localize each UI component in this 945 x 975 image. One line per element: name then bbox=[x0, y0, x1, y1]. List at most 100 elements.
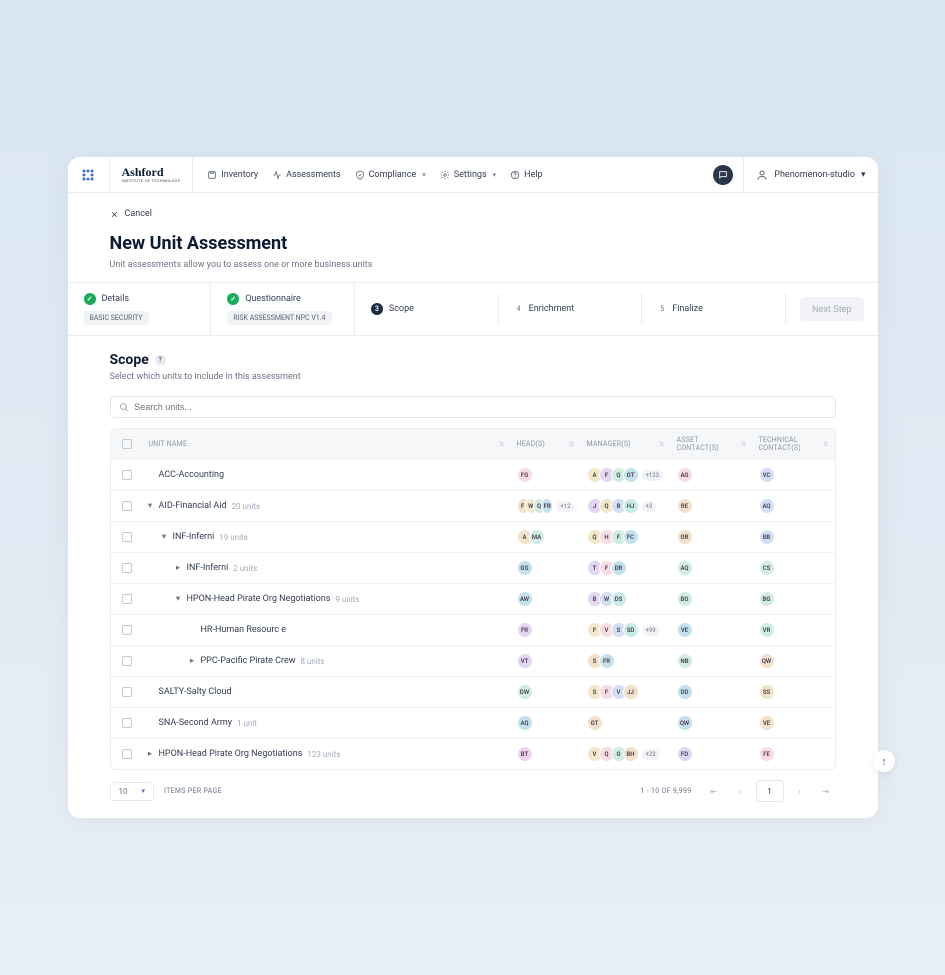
avatar[interactable]: FG bbox=[517, 467, 533, 483]
avatar[interactable]: AW bbox=[517, 591, 533, 607]
user-menu[interactable]: Phenomenon-studio ▾ bbox=[743, 157, 877, 192]
avatar[interactable]: GT bbox=[587, 715, 603, 731]
row-checkbox[interactable] bbox=[111, 463, 143, 487]
avatar[interactable]: BG bbox=[759, 591, 775, 607]
avatar[interactable]: FE bbox=[759, 746, 775, 762]
search-input[interactable] bbox=[134, 402, 826, 412]
page-prev-button[interactable]: ‹ bbox=[730, 781, 750, 801]
scroll-to-top-button[interactable]: ↑ bbox=[873, 750, 895, 772]
more-count-pill[interactable]: +3 bbox=[642, 501, 657, 512]
avatar[interactable]: SD bbox=[623, 622, 639, 638]
avatar[interactable]: RE bbox=[677, 498, 693, 514]
more-count-pill[interactable]: +123 bbox=[642, 470, 664, 481]
row-checkbox[interactable] bbox=[111, 618, 143, 642]
col-managers[interactable]: MANAGER(S)⇅ bbox=[581, 433, 671, 455]
table-row[interactable]: ▾ AID-Financial Aid 20 units FWQFR+12 JQ… bbox=[111, 490, 835, 521]
step-scope[interactable]: 3Scope bbox=[355, 293, 499, 325]
avatar[interactable]: VT bbox=[517, 653, 533, 669]
search-units[interactable] bbox=[110, 396, 836, 418]
avatar[interactable]: BH bbox=[623, 746, 639, 762]
menu-settings[interactable]: Settings ▾ bbox=[440, 170, 496, 180]
avatar[interactable]: FR bbox=[517, 622, 533, 638]
more-count-pill[interactable]: +22 bbox=[642, 749, 660, 760]
avatar[interactable]: AQ bbox=[517, 715, 533, 731]
avatar[interactable]: DD bbox=[677, 684, 693, 700]
col-heads[interactable]: HEAD(S)⇅ bbox=[511, 433, 581, 455]
page-first-button[interactable]: ⇤ bbox=[704, 781, 724, 801]
avatar[interactable]: FR bbox=[599, 653, 615, 669]
select-all-checkbox[interactable] bbox=[111, 432, 143, 456]
items-per-page-select[interactable]: 10 ▾ bbox=[110, 782, 155, 801]
tree-toggle-icon[interactable]: ▸ bbox=[175, 563, 182, 573]
next-step-button[interactable]: Next Step bbox=[800, 297, 864, 321]
col-technical-contacts[interactable]: TECHNICAL CONTACT(S)⇅ bbox=[753, 429, 835, 459]
more-count-pill[interactable]: +99 bbox=[642, 625, 660, 636]
messages-button[interactable] bbox=[713, 165, 733, 185]
avatar[interactable]: VC bbox=[759, 467, 775, 483]
step-enrichment[interactable]: 4Enrichment bbox=[499, 293, 643, 325]
avatar[interactable]: CS bbox=[759, 560, 775, 576]
step-questionnaire[interactable]: ✓Questionnaire RISK ASSESSMENT NPC V1.4 bbox=[211, 283, 355, 335]
page-next-button[interactable]: › bbox=[790, 781, 810, 801]
avatar[interactable]: BT bbox=[517, 746, 533, 762]
menu-assessments[interactable]: Assessments bbox=[272, 170, 340, 180]
avatar[interactable]: HJ bbox=[623, 498, 639, 514]
row-checkbox[interactable] bbox=[111, 649, 143, 673]
avatar[interactable]: DR bbox=[611, 560, 627, 576]
avatar[interactable]: AG bbox=[677, 467, 693, 483]
table-row[interactable]: ▸ PPC-Pacific Pirate Crew 8 units VT SFR… bbox=[111, 645, 835, 676]
table-row[interactable]: ▾ HPON-Head Pirate Org Negotiations 9 un… bbox=[111, 583, 835, 614]
cancel-button[interactable]: Cancel bbox=[110, 209, 836, 219]
avatar[interactable]: AQ bbox=[759, 498, 775, 514]
avatar[interactable]: AQ bbox=[677, 560, 693, 576]
row-checkbox[interactable] bbox=[111, 494, 143, 518]
avatar[interactable]: GG bbox=[517, 560, 533, 576]
row-checkbox[interactable] bbox=[111, 742, 143, 766]
avatar[interactable]: BG bbox=[677, 591, 693, 607]
avatar[interactable]: DW bbox=[517, 684, 533, 700]
avatar[interactable]: JJ bbox=[623, 684, 639, 700]
tree-toggle-icon[interactable]: ▾ bbox=[175, 594, 182, 604]
avatar[interactable]: FD bbox=[677, 746, 693, 762]
row-checkbox[interactable] bbox=[111, 587, 143, 611]
col-unit-name[interactable]: UNIT NAME⇅ bbox=[143, 433, 511, 455]
page-last-button[interactable]: ⇥ bbox=[816, 781, 836, 801]
avatar[interactable]: SS bbox=[759, 684, 775, 700]
more-count-pill[interactable]: +12 bbox=[556, 501, 574, 512]
help-tooltip-icon[interactable]: ? bbox=[155, 355, 166, 366]
avatar[interactable]: QW bbox=[677, 715, 693, 731]
avatar[interactable]: MA bbox=[529, 529, 545, 545]
step-details[interactable]: ✓Details BASIC SECURITY bbox=[68, 283, 212, 335]
app-logo[interactable] bbox=[68, 157, 110, 192]
row-checkbox[interactable] bbox=[111, 525, 143, 549]
avatar[interactable]: DS bbox=[611, 591, 627, 607]
col-asset-contacts[interactable]: ASSET CONTACT(S)⇅ bbox=[671, 429, 753, 459]
row-checkbox[interactable] bbox=[111, 711, 143, 735]
page-current[interactable]: 1 bbox=[756, 780, 784, 802]
table-row[interactable]: SALTY-Salty Cloud DW SFVJJ DD SS bbox=[111, 676, 835, 707]
tree-toggle-icon[interactable]: ▾ bbox=[161, 532, 168, 542]
table-row[interactable]: ▸ INF-Inferni 2 units GG TFDR AQ CS bbox=[111, 552, 835, 583]
avatar[interactable]: BB bbox=[759, 529, 775, 545]
avatar[interactable]: NB bbox=[677, 653, 693, 669]
avatar[interactable]: GR bbox=[677, 529, 693, 545]
avatar[interactable]: FR bbox=[541, 498, 553, 514]
avatar[interactable]: GT bbox=[623, 467, 639, 483]
avatar[interactable]: VR bbox=[759, 622, 775, 638]
tree-toggle-icon[interactable]: ▸ bbox=[189, 656, 196, 666]
menu-inventory[interactable]: Inventory bbox=[207, 170, 258, 180]
table-row[interactable]: HR-Human Resourc e FR FVSSD+99 VE VR bbox=[111, 614, 835, 645]
avatar[interactable]: VE bbox=[759, 715, 775, 731]
table-row[interactable]: ACC-Accounting FG AFQGT+123 AG VC bbox=[111, 459, 835, 490]
row-checkbox[interactable] bbox=[111, 556, 143, 580]
avatar[interactable]: FC bbox=[623, 529, 639, 545]
tree-toggle-icon[interactable]: ▾ bbox=[147, 501, 154, 511]
avatar[interactable]: QW bbox=[759, 653, 775, 669]
table-row[interactable]: SNA-Second Army 1 unit AQ GT QW VE bbox=[111, 707, 835, 738]
menu-compliance[interactable]: Compliance ▾ bbox=[355, 170, 426, 180]
step-finalize[interactable]: 5Finalize bbox=[642, 293, 786, 325]
table-row[interactable]: ▾ INF-Inferni 19 units AMA QHFFC GR BB bbox=[111, 521, 835, 552]
avatar[interactable]: VE bbox=[677, 622, 693, 638]
table-row[interactable]: ▸ HPON-Head Pirate Org Negotiations 123 … bbox=[111, 738, 835, 769]
tree-toggle-icon[interactable]: ▸ bbox=[147, 749, 154, 759]
